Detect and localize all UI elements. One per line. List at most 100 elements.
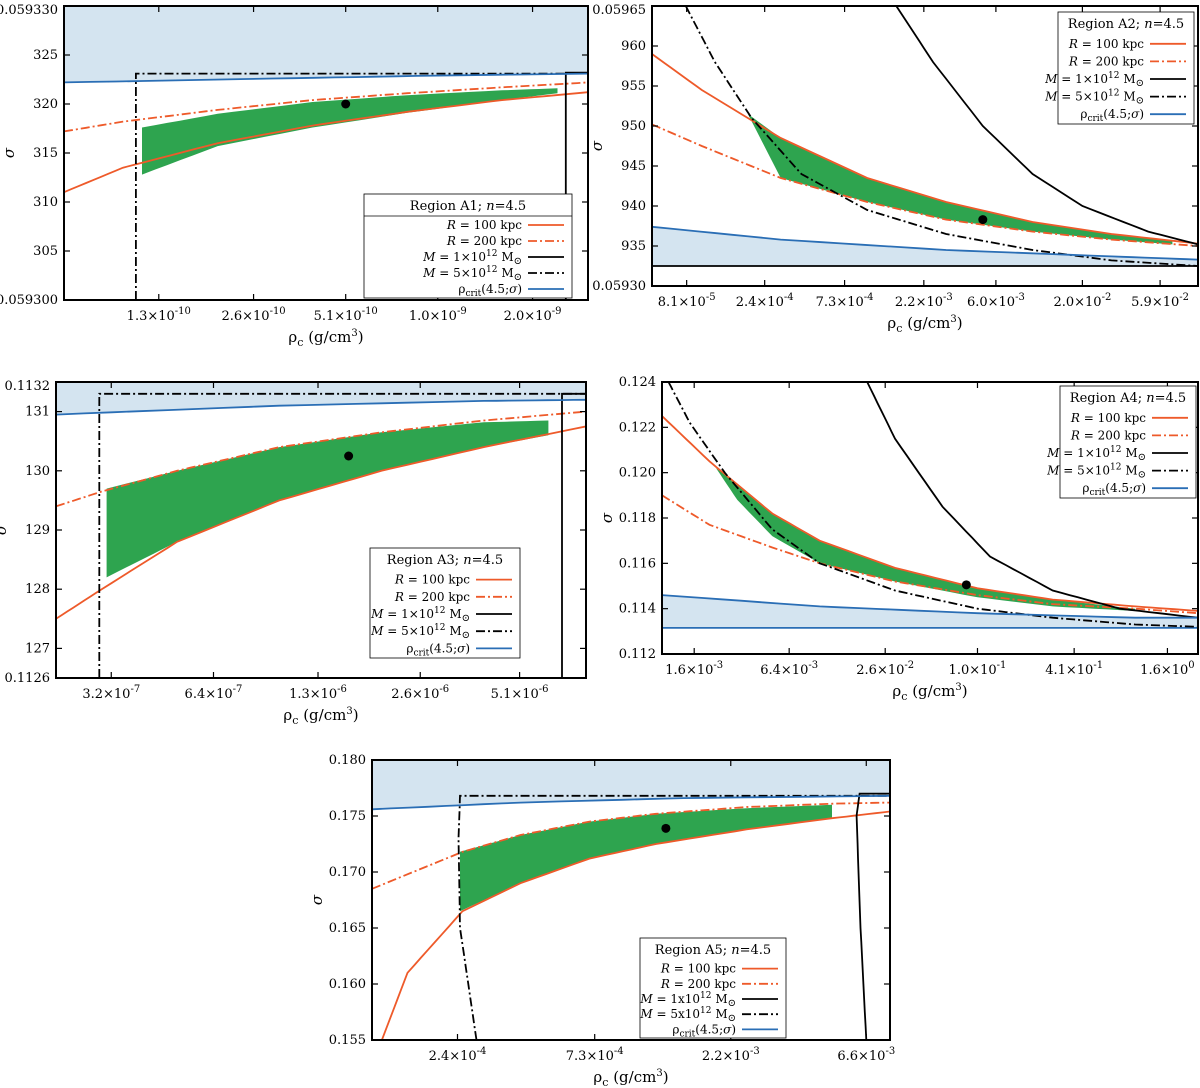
region-excluded	[652, 226, 1198, 266]
ytick-label: 131	[25, 405, 50, 420]
legend-entry: ρcrit(4.5;σ)	[1082, 481, 1146, 498]
region-allowed	[460, 804, 832, 912]
ycorner-label: 0.059330	[0, 3, 58, 18]
axes-frame	[371, 759, 891, 1041]
ytick-label: 325	[33, 48, 58, 63]
legend-title: Region A1; n=4.5	[410, 199, 526, 214]
y-axis-label: σ	[308, 894, 326, 905]
y-axis-label: σ	[588, 140, 606, 151]
legend-entry: M = 5x1012 M⊙	[639, 1006, 736, 1024]
legend-entry: ρcrit(4.5;σ)	[672, 1022, 736, 1039]
legend-entry: R = 200 kpc	[446, 234, 522, 248]
region-excluded	[56, 382, 586, 415]
ytick-label: 0.165	[329, 921, 366, 936]
series-line-r-100-kpc	[381, 810, 890, 1040]
xtick-label: 2.0×10-9	[504, 306, 562, 324]
best-fit-marker	[344, 451, 354, 461]
series-line--crit-4-5-	[64, 72, 588, 84]
ycorner-label: 0.05965	[592, 3, 646, 18]
ytick-label: 0.180	[329, 753, 366, 768]
ytick-label: 128	[25, 582, 50, 597]
ytick-label: 0.120	[619, 466, 656, 481]
legend-entry: ρcrit(4.5;σ)	[458, 282, 522, 299]
panel-a5: 0.155 0.160 0.165 0.170 0.175 0.180 2.4×10-4 7.…	[308, 753, 895, 1088]
legend-entry: M = 1×1012 M⊙	[422, 249, 522, 267]
ytick-label: 0.118	[619, 511, 656, 526]
ytick-label: 945	[621, 159, 646, 174]
ytick-label: 0.170	[329, 865, 366, 880]
plot-area	[56, 382, 586, 678]
ytick-label: 0.116	[619, 556, 656, 571]
legend-entry: R = 200 kpc	[1070, 428, 1146, 442]
legend-entry: R = 200 kpc	[394, 590, 470, 604]
y-axis-label: σ	[0, 147, 18, 158]
panel-a4: 0.112 0.114 0.116 0.118 0.120 0.122 0.124 1.6×1…	[598, 375, 1199, 703]
legend-entry: R = 100 kpc	[660, 962, 736, 976]
ytick-label: 950	[621, 119, 646, 134]
xtick-label: 2.6×10-6	[391, 684, 449, 702]
best-fit-marker	[961, 580, 971, 590]
series-line-r-100-kpc	[56, 425, 586, 620]
series-line-m-5x1012-m-	[457, 794, 890, 1040]
legend-title: Region A2; n=4.5	[1068, 17, 1184, 32]
xtick-label: 6.4×10-7	[185, 684, 243, 702]
series-line--crit-4-5-	[662, 594, 1198, 619]
ytick-label: 955	[621, 79, 646, 94]
panel-a1: 305 310 315 320 325 0.059300 0.059330 1.3×10-10…	[0, 3, 589, 349]
xtick-label: 4.1×10-1	[1045, 660, 1103, 678]
region-excluded	[372, 760, 890, 810]
legend-entry: M = 5×1012 M⊙	[370, 623, 470, 641]
best-fit-marker	[341, 99, 351, 109]
series-line-r-200-kpc	[64, 81, 588, 133]
legend-entry: ρcrit(4.5;σ)	[406, 641, 470, 658]
legend-title: Region A3; n=4.5	[387, 553, 503, 568]
ytick-label: 0.114	[619, 602, 656, 617]
xtick-label: 2.4×10-4	[429, 1046, 487, 1064]
region-allowed	[716, 468, 1136, 611]
legend-entry: M = 5×1012 M⊙	[422, 265, 522, 283]
legend: Region A2; n=4.5 R = 100 kpc R = 200 kpc M …	[1044, 11, 1195, 125]
x-axis-label: ρc (g/cm3)	[288, 328, 363, 349]
legend-entry: M = 1×1012 M⊙	[1046, 445, 1146, 463]
legend-box	[1057, 11, 1195, 125]
ytick-label: 0.175	[329, 809, 366, 824]
xtick-label: 1.0×10-1	[949, 660, 1007, 678]
panel-a3: 127 128 129 130 131 0.1126 0.1132 3.2×10-7 6.4×1…	[0, 379, 587, 727]
legend-box	[1059, 385, 1197, 499]
xtick-label: 1.6×10-3	[665, 660, 723, 678]
xtick-label: 5.1×10-6	[491, 684, 549, 702]
plot-area	[662, 382, 1198, 629]
xtick-label: 2.0×10-2	[1053, 292, 1111, 310]
series-line-r-200-kpc	[56, 410, 586, 508]
legend-entry: R = 100 kpc	[446, 218, 522, 232]
legend-entry: M = 5×1012 M⊙	[1046, 463, 1146, 481]
x-axis-label: ρc (g/cm3)	[887, 314, 962, 335]
y-axis-label: σ	[598, 512, 616, 523]
best-fit-marker	[661, 823, 671, 833]
ytick-label: 960	[621, 39, 646, 54]
series-line-m-1-1012-m-	[561, 392, 586, 678]
series-line-r-200-kpc	[662, 494, 1198, 615]
ytick-label: 935	[621, 239, 646, 254]
xtick-label: 1.3×10-6	[289, 684, 347, 702]
legend-box	[369, 547, 521, 659]
legend-entry: R = 200 kpc	[660, 977, 736, 991]
plot-area	[652, 6, 1198, 267]
xtick-label: 2.6×10-10	[221, 306, 285, 324]
plot-area	[64, 6, 588, 300]
xtick-label: 2.4×10-4	[736, 292, 794, 310]
ytick-label: 129	[25, 523, 50, 538]
series-line--crit-4-5-	[56, 398, 586, 416]
series-line-r-200-kpc	[652, 123, 1198, 247]
xtick-label: 3.2×10-7	[82, 684, 140, 702]
legend: Region A3; n=4.5 R = 100 kpc R = 200 kpc M …	[369, 547, 521, 659]
ytick-label: 320	[33, 97, 58, 112]
xtick-label: 5.1×10-10	[314, 306, 378, 324]
ytick-label: 0.155	[329, 1033, 366, 1048]
x-axis-label: ρc (g/cm3)	[593, 1068, 668, 1088]
ytick-label: 0.122	[619, 420, 656, 435]
series-line--crit-4-5-	[652, 225, 1198, 261]
series-line-m-5-1012-m-	[135, 72, 588, 300]
legend-entry: ρcrit(4.5;σ)	[1080, 107, 1144, 124]
region-excluded	[64, 6, 588, 83]
